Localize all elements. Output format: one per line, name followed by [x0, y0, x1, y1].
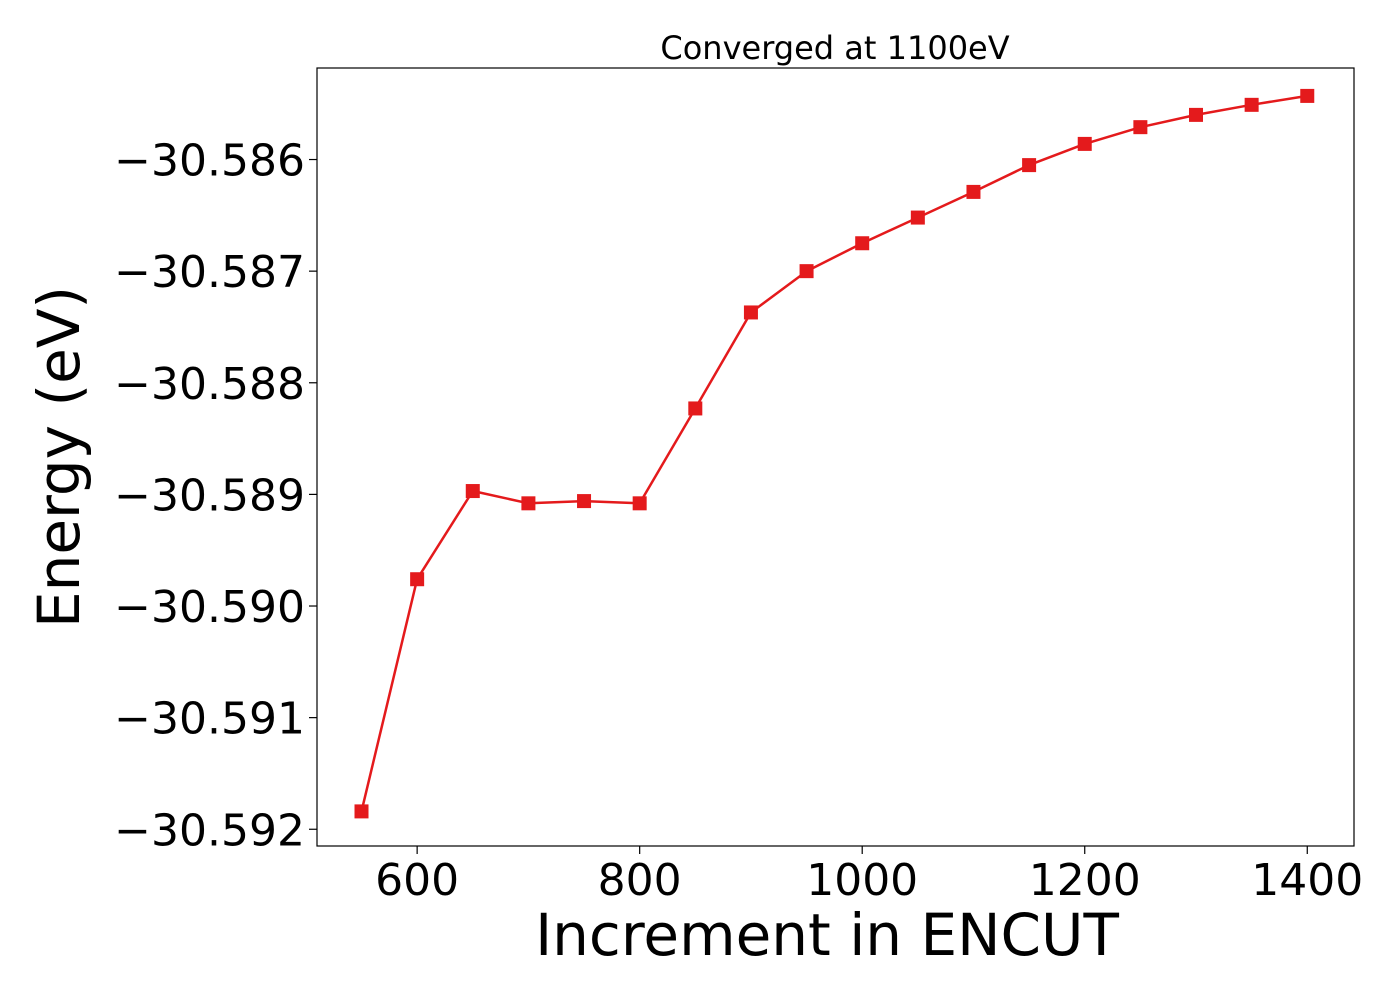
data-point-marker [1077, 136, 1092, 151]
plot-area-frame [316, 67, 1355, 847]
y-axis-ticks: −30.592 −30.591 −30.590 −30.589 −30.588 −30.5… [114, 136, 317, 856]
data-point-marker [354, 804, 369, 819]
chart-title: Converged at 1100eV [660, 29, 1009, 67]
series-line [360, 94, 1308, 812]
x-axis-label: Increment in ENCUT [535, 901, 1119, 969]
x-tick-label: 800 [598, 855, 682, 906]
data-point-marker [743, 305, 758, 320]
data-point-marker [688, 401, 703, 416]
x-tick-label: 600 [375, 855, 459, 906]
data-point-marker [577, 494, 592, 509]
data-point-marker [1133, 120, 1148, 135]
data-point-marker [1244, 97, 1259, 112]
data-point-marker [1300, 88, 1315, 103]
data-point-marker [1189, 107, 1204, 122]
series-layer [354, 88, 1315, 819]
x-axis-ticks: 600 800 1000 1200 1400 [375, 846, 1363, 906]
y-tick-label: −30.589 [114, 470, 305, 521]
data-point-marker [410, 572, 425, 587]
x-tick-label: 1400 [1251, 855, 1363, 906]
data-point-marker [799, 264, 814, 279]
data-point-marker [465, 484, 480, 499]
data-point-marker [966, 184, 981, 199]
x-tick-label: 1200 [1029, 855, 1141, 906]
x-tick-label: 1000 [806, 855, 918, 906]
y-tick-label: −30.591 [114, 694, 305, 745]
data-point-marker [1022, 158, 1037, 173]
y-tick-label: −30.590 [114, 582, 305, 633]
y-axis-label: Energy (eV) [25, 286, 93, 628]
data-point-marker [855, 236, 870, 251]
data-point-marker [632, 496, 647, 511]
y-tick-label: −30.588 [114, 359, 305, 410]
y-tick-label: −30.592 [114, 805, 305, 856]
data-point-marker [521, 496, 536, 511]
y-tick-label: −30.586 [114, 136, 305, 187]
data-point-marker [910, 210, 925, 225]
y-tick-label: −30.587 [114, 247, 305, 298]
